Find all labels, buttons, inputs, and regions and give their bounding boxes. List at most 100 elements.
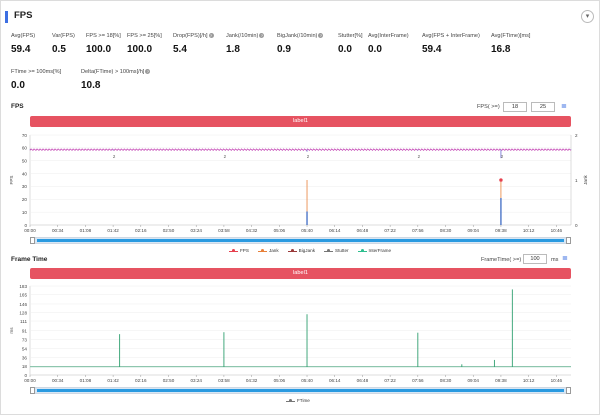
page-title: FPS bbox=[14, 10, 33, 21]
ftime-filter-unit: ms bbox=[551, 257, 559, 263]
stat-label: FTime >= 100ms[%] bbox=[11, 69, 61, 75]
y2-axis-label: Jank bbox=[583, 174, 588, 184]
stat-value: 10.8 bbox=[81, 80, 101, 91]
stat-value: 5.4 bbox=[173, 44, 187, 55]
x-tick-label: 01:42 bbox=[107, 378, 119, 383]
x-tick-label: 06:48 bbox=[357, 378, 369, 383]
legend-item-stutter[interactable]: Stutter bbox=[324, 248, 349, 253]
x-tick-label: 00:00 bbox=[24, 378, 36, 383]
fps-zoom-handle-right[interactable] bbox=[566, 237, 571, 244]
y-tick-label: 0 bbox=[24, 373, 27, 378]
stat-label-text: Jank(/10min) bbox=[226, 33, 259, 39]
legend-item-fps[interactable]: FPS bbox=[229, 248, 249, 253]
ftime-label-band: label1 bbox=[30, 268, 571, 279]
fps-zoom-handle-left[interactable] bbox=[30, 237, 35, 244]
stat-label-text: FPS >= 25[%] bbox=[127, 33, 162, 39]
legend-item-interframe[interactable]: InterFrame bbox=[357, 248, 391, 253]
chevron-down-icon[interactable]: ▾ bbox=[581, 10, 594, 23]
x-tick-label: 04:32 bbox=[246, 228, 258, 233]
fps-marker-label: 2 bbox=[501, 154, 504, 159]
x-tick-label: 03:58 bbox=[218, 228, 230, 233]
x-tick-label: 10:12 bbox=[523, 378, 535, 383]
series-fps-line bbox=[29, 148, 572, 151]
stat-6: BigJank(/10min)? 0.9 bbox=[277, 33, 324, 55]
x-tick-label: 03:24 bbox=[190, 378, 202, 383]
x-tick-label: 08:30 bbox=[440, 228, 452, 233]
x-tick-label: 05:40 bbox=[301, 378, 313, 383]
stat-label-text: FTime >= 100ms[%] bbox=[11, 69, 62, 75]
stat-value: 1.8 bbox=[226, 44, 240, 55]
fps-zoom-slider[interactable] bbox=[30, 237, 571, 244]
stat-9: Avg(FPS + InterFrame) 59.4 bbox=[422, 33, 480, 55]
stat-value: 100.0 bbox=[127, 44, 153, 55]
x-tick-label: 10:12 bbox=[523, 228, 535, 233]
fps-marker-label: 2 bbox=[224, 154, 227, 159]
list-toggle-icon[interactable]: ≣ bbox=[562, 255, 568, 262]
stat-label-text: Stutter[%] bbox=[338, 33, 363, 39]
y-tick-label: 128 bbox=[19, 311, 27, 316]
fps-legend: FPS Jank BigJank Stutter InterFrame bbox=[229, 248, 400, 253]
y-tick-label: 111 bbox=[20, 319, 27, 324]
x-tick-label: 09:04 bbox=[467, 228, 479, 233]
ftime-threshold-input[interactable]: 100 bbox=[523, 254, 547, 264]
stat-value: 0.0 bbox=[368, 44, 382, 55]
title-accent-bar bbox=[5, 11, 8, 23]
ftime-zoom-range[interactable] bbox=[37, 389, 564, 392]
y2-tick-label: 1 bbox=[575, 178, 578, 183]
fps-zoom-range[interactable] bbox=[37, 239, 564, 242]
stat-5: Jank(/10min)? 1.8 bbox=[226, 33, 265, 55]
x-tick-label: 03:58 bbox=[218, 378, 230, 383]
stat-label: Avg(InterFrame) bbox=[368, 33, 409, 39]
fps-filter-label: FPS( >=) bbox=[477, 104, 500, 110]
x-tick-label: 02:16 bbox=[135, 378, 147, 383]
fps-threshold-2-input[interactable]: 25 bbox=[531, 102, 555, 112]
ftime-zoom-handle-left[interactable] bbox=[30, 387, 35, 394]
x-tick-label: 03:24 bbox=[190, 228, 202, 233]
help-icon[interactable]: ? bbox=[208, 33, 214, 39]
stat-value: 0.0 bbox=[11, 80, 25, 91]
stat-label-text: Var(FPS) bbox=[52, 33, 75, 39]
y-tick-label: 18 bbox=[22, 364, 28, 369]
stat-label: Stutter[%] bbox=[338, 33, 363, 39]
x-tick-label: 05:06 bbox=[274, 228, 286, 233]
y-tick-label: 183 bbox=[19, 284, 27, 289]
y2-tick-label: 2 bbox=[575, 133, 578, 138]
help-icon[interactable]: ? bbox=[318, 33, 324, 39]
legend-item-jank[interactable]: Jank bbox=[257, 248, 279, 253]
stat-label-text: Drop(FPS)[/h] bbox=[173, 33, 208, 39]
stat-label: BigJank(/10min)? bbox=[277, 33, 324, 39]
stat-value: 16.8 bbox=[491, 44, 511, 55]
x-tick-label: 00:34 bbox=[52, 378, 64, 383]
stat-label: Avg(FTime)[ms] bbox=[491, 33, 530, 39]
y-tick-label: 165 bbox=[19, 293, 27, 298]
fps-threshold-1-input[interactable]: 18 bbox=[503, 102, 527, 112]
help-icon[interactable]: ? bbox=[145, 69, 151, 75]
list-toggle-icon[interactable]: ≣ bbox=[561, 103, 567, 110]
ftime-zoom-handle-right[interactable] bbox=[566, 387, 571, 394]
ftime-section-title: Frame Time bbox=[11, 256, 48, 263]
x-tick-label: 07:56 bbox=[412, 228, 424, 233]
stat-label-text: Avg(FTime)[ms] bbox=[491, 33, 531, 39]
x-tick-label: 07:22 bbox=[384, 378, 396, 383]
y-tick-label: 54 bbox=[22, 347, 28, 352]
stat-4: Drop(FPS)[/h]? 5.4 bbox=[173, 33, 214, 55]
x-tick-label: 07:22 bbox=[384, 228, 396, 233]
ftime-zoom-slider[interactable] bbox=[30, 387, 571, 394]
x-tick-label: 00:34 bbox=[52, 228, 64, 233]
stat-value: 100.0 bbox=[86, 44, 112, 55]
ftime-chart: 0 18 36 54 73 91 111 128 146 165 183 00:00 00:34 01:0… bbox=[9, 284, 571, 383]
x-tick-label: 07:56 bbox=[412, 378, 424, 383]
stat-label: FPS >= 18[%] bbox=[86, 33, 121, 39]
bigjank-star-icon: ✱ bbox=[499, 178, 503, 184]
ftime-filter-label: FrameTime( >=) bbox=[481, 257, 522, 263]
stat-label-text: FPS >= 18[%] bbox=[86, 33, 121, 39]
page-header: FPS ▾ bbox=[5, 9, 595, 25]
y-axis-label: ms bbox=[9, 327, 14, 334]
stat-2: FPS >= 18[%] 100.0 bbox=[86, 33, 121, 55]
legend-item-bigjank[interactable]: BigJank bbox=[287, 248, 315, 253]
legend-item-ftime[interactable]: FTime bbox=[286, 398, 310, 403]
x-tick-label: 09:04 bbox=[467, 378, 479, 383]
x-tick-label: 02:50 bbox=[163, 228, 175, 233]
help-icon[interactable]: ? bbox=[259, 33, 265, 39]
